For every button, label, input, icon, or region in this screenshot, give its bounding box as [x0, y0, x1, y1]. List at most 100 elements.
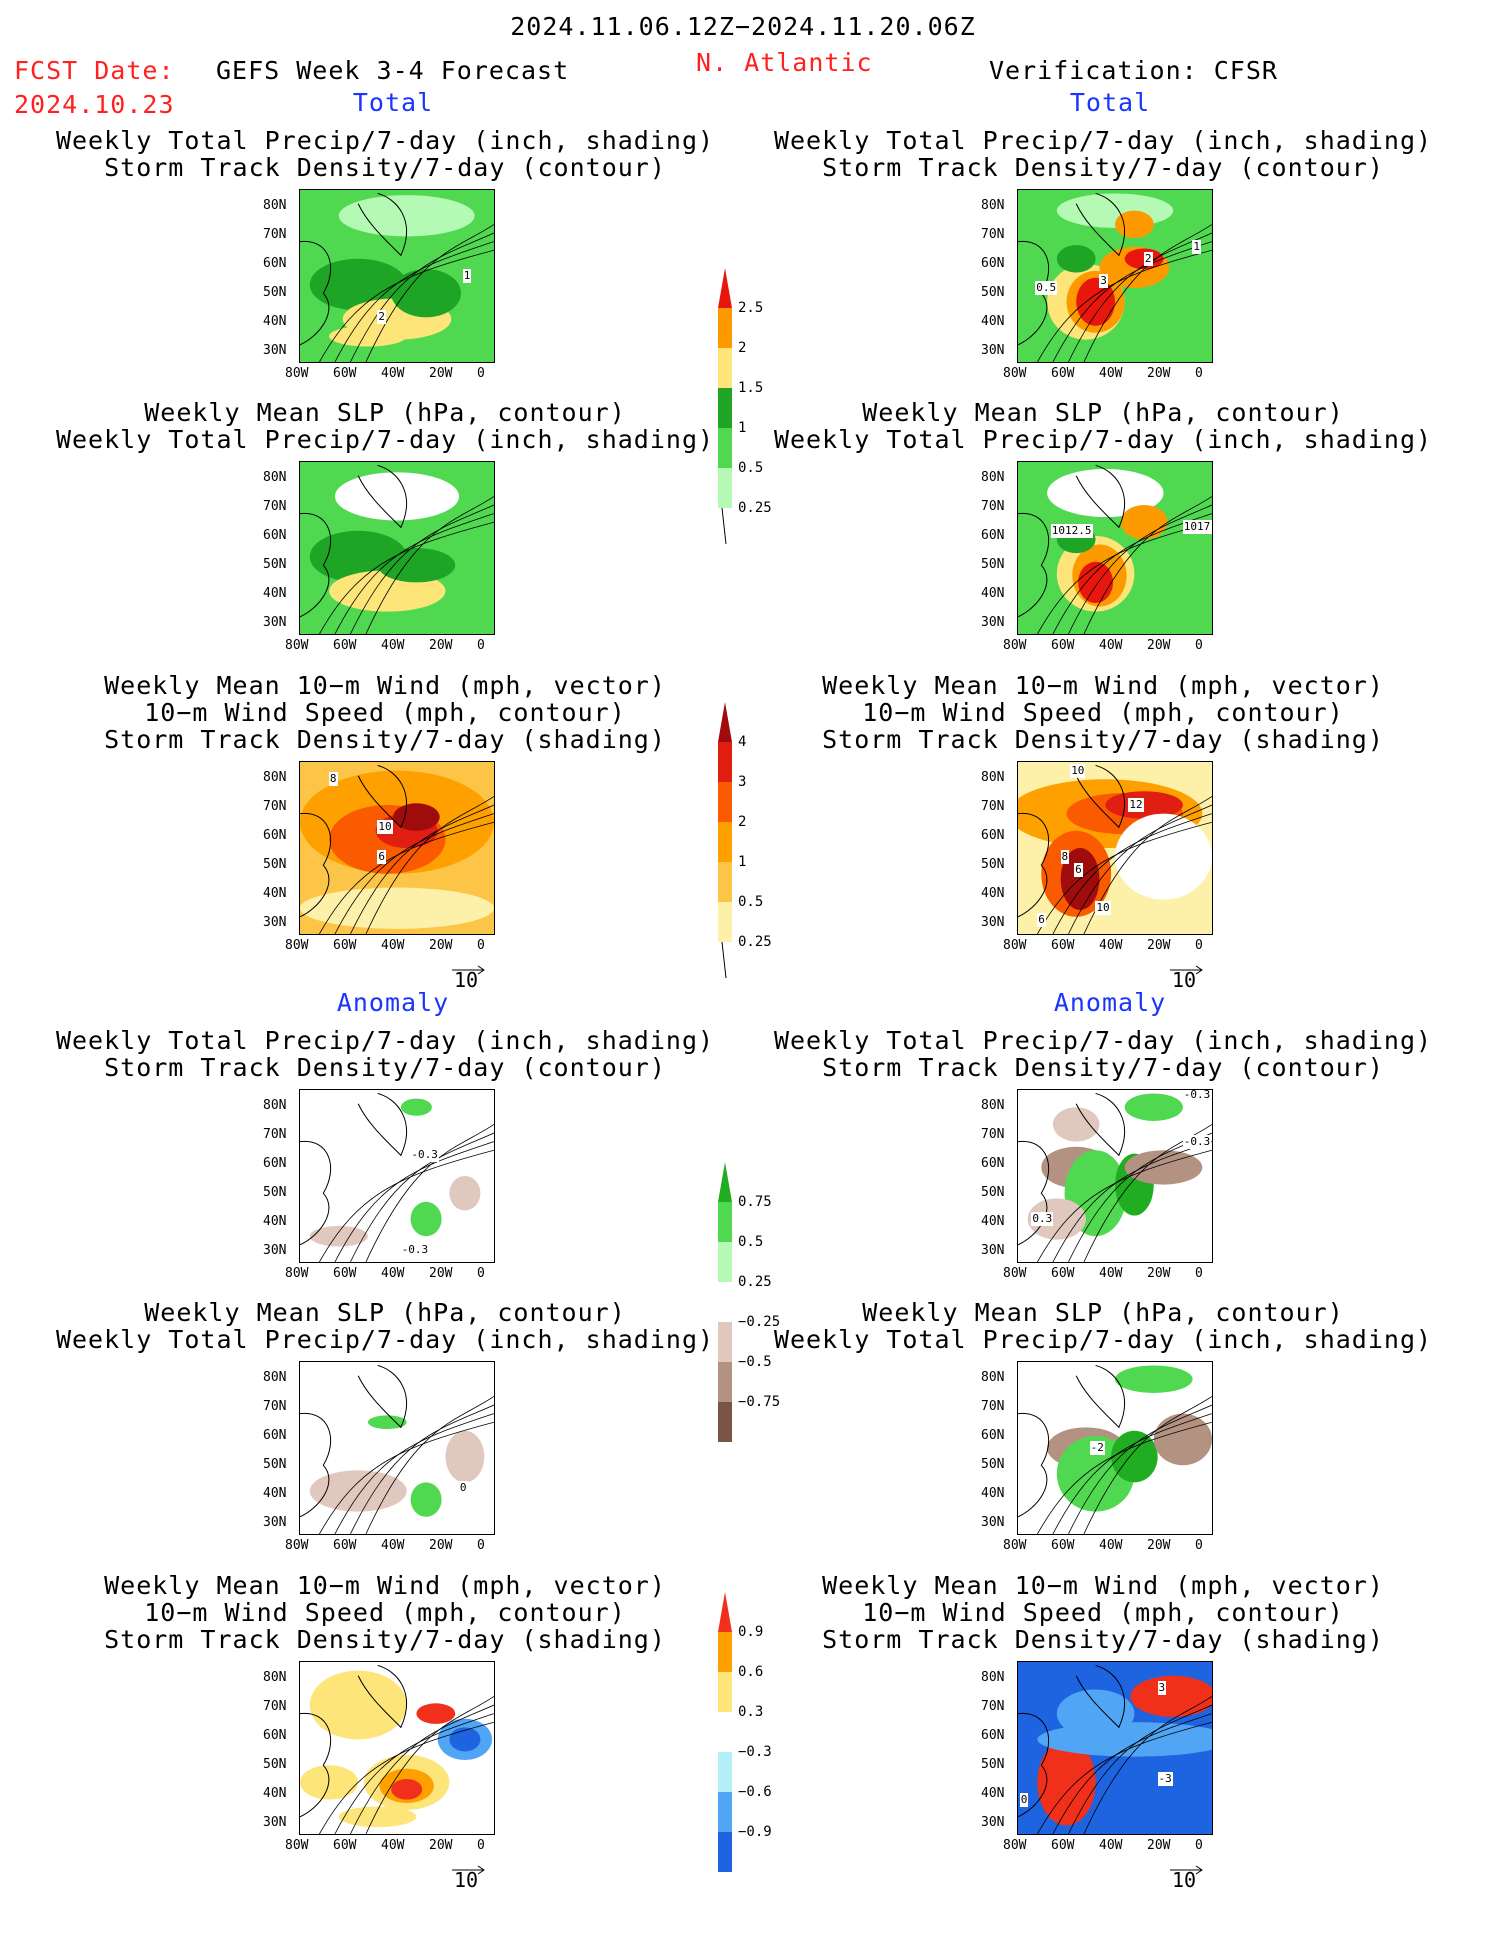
- colorbar-label: 0.9: [738, 1624, 764, 1640]
- colorbar-top-tip: [718, 1162, 732, 1202]
- lat-tick-label: 60N: [263, 828, 287, 843]
- lon-tick-label: 0: [1195, 1838, 1203, 1853]
- map-panel-ver-wind-anom: 3 -3 0 80N 70N 60N 50N 40N 30N 80W 60W 40W 20W 0: [981, 1661, 1213, 1853]
- colorbar-segment: [718, 742, 732, 782]
- shading-region: [1078, 561, 1114, 604]
- colorbar-top-tip: [718, 1592, 732, 1632]
- lon-tick-label: 0: [1195, 1266, 1203, 1281]
- greenland-coastline: [1075, 764, 1125, 829]
- lon-tick-label: 40W: [1099, 366, 1123, 381]
- lon-tick-label: 40W: [381, 1538, 405, 1553]
- shading-region: [1056, 245, 1096, 273]
- contour-label: -0.3: [1182, 1134, 1212, 1149]
- lat-tick-label: 30N: [981, 1515, 1005, 1530]
- lat-tick-label: 50N: [981, 557, 1005, 572]
- colorbar-segment: [718, 428, 732, 468]
- panel-title-fc-anom-slp-1: Weekly Mean SLP (hPa, contour): [144, 1298, 626, 1327]
- coastline: [300, 241, 332, 346]
- greenland-coastline: [1075, 1664, 1125, 1729]
- lon-tick-label: 20W: [429, 638, 453, 653]
- panel-title-fc-anom-precip-2: Storm Track Density/7-day (contour): [104, 1053, 666, 1082]
- panel-title-fc-precip-2: Storm Track Density/7-day (contour): [104, 153, 666, 182]
- lat-tick-label: 30N: [263, 915, 287, 930]
- coastline: [1018, 1141, 1050, 1246]
- shading-region: [400, 1098, 432, 1116]
- colorbar-label: 0.6: [738, 1664, 764, 1680]
- vector-reference-arrow: 10: [1170, 1860, 1204, 1890]
- vector-reference-arrow: 10: [452, 1860, 486, 1890]
- panel-title-fc-anom-precip-1: Weekly Total Precip/7-day (inch, shading…: [55, 1026, 715, 1055]
- shading-region: [1076, 277, 1115, 326]
- lon-tick-label: 40W: [381, 366, 405, 381]
- contour-line: [365, 796, 494, 934]
- contour-label: 6: [377, 849, 387, 864]
- contour-line: [1068, 804, 1212, 934]
- lon-tick-label: 0: [1195, 366, 1203, 381]
- greenland-coastline: [357, 1664, 407, 1729]
- colorbar-segment: [718, 1362, 732, 1402]
- contour-line: [1052, 1141, 1212, 1262]
- lon-tick-label: 60W: [333, 1538, 357, 1553]
- lon-tick-label: 40W: [381, 1838, 405, 1853]
- lat-tick-label: 40N: [981, 886, 1005, 901]
- contour-label: -0.3: [1182, 1089, 1212, 1103]
- map-field: [300, 1662, 494, 1834]
- fcst-date-value: 2024.10.23: [14, 90, 175, 119]
- contour-label: 6: [1074, 863, 1083, 878]
- lon-tick-label: 60W: [333, 366, 357, 381]
- lat-tick-label: 80N: [263, 1098, 287, 1113]
- coastline: [300, 813, 332, 918]
- region-label: N. Atlantic: [696, 48, 873, 77]
- shading-region: [391, 1778, 423, 1800]
- lat-tick-label: 30N: [263, 343, 287, 358]
- lat-tick-label: 60N: [263, 1728, 287, 1743]
- lon-tick-label: 20W: [429, 1538, 453, 1553]
- shading-region: [1052, 1107, 1100, 1142]
- lon-tick-label: 20W: [1147, 366, 1171, 381]
- map-panel-fc-precip-anom: -0.3 -0.3 80N 70N 60N 50N 40N 30N 80W 60W 40W 20W 0: [263, 1089, 495, 1281]
- contour-label: 1017.5: [1182, 520, 1212, 535]
- panel-title-ver-anom-precip-2: Storm Track Density/7-day (contour): [822, 1053, 1384, 1082]
- contour-label: -0.3: [410, 1148, 439, 1163]
- lat-tick-label: 70N: [263, 499, 287, 514]
- lon-tick-label: 40W: [1099, 1838, 1123, 1853]
- lon-tick-label: 80W: [1003, 1266, 1027, 1281]
- lat-tick-label: 70N: [981, 1127, 1005, 1142]
- lon-tick-label: 20W: [1147, 1538, 1171, 1553]
- contour-line: [319, 521, 494, 634]
- contour-label: -0.3: [400, 1242, 430, 1257]
- shading-region: [445, 1430, 485, 1483]
- lat-tick-label: 30N: [263, 1243, 287, 1258]
- contour-label: 8: [328, 772, 338, 787]
- lon-tick-label: 60W: [1051, 366, 1075, 381]
- lon-tick-label: 40W: [1099, 638, 1123, 653]
- colorbar-graphic: [718, 1162, 732, 1442]
- contour-line: [1083, 1124, 1212, 1262]
- lat-tick-label: 40N: [981, 314, 1005, 329]
- shading-region: [393, 803, 440, 831]
- map-panel-fc-wind-anom: 80N 70N 60N 50N 40N 30N 80W 60W 40W 20W 0: [263, 1661, 495, 1853]
- lon-tick-label: 40W: [381, 938, 405, 953]
- lat-tick-label: 50N: [263, 1757, 287, 1772]
- lon-tick-label: 80W: [285, 1838, 309, 1853]
- section-total-left: Total: [352, 88, 434, 117]
- lon-tick-label: 80W: [1003, 366, 1027, 381]
- lat-tick-label: 80N: [981, 1098, 1005, 1113]
- colorbar-segment: [718, 348, 732, 388]
- colorbar-graphic: [718, 268, 732, 545]
- lon-tick-label: 80W: [1003, 1838, 1027, 1853]
- map-panel-ver-precip-total: 0.5 3 2 1 80N 70N 60N 50N 40N 30N 80W 60W 40W 20W 0: [981, 189, 1213, 381]
- arrow-icon: [1170, 1865, 1203, 1875]
- panel-title-fc-wind-1: Weekly Mean 10−m Wind (mph, vector): [104, 671, 666, 700]
- contour-line: [1037, 1149, 1212, 1262]
- panel-title-ver-anom-wind-2: 10−m Wind Speed (mph, contour): [862, 1598, 1344, 1627]
- contour-label: 1: [462, 269, 472, 283]
- colorbar-segment: [718, 782, 732, 822]
- lon-tick-label: 0: [477, 1538, 485, 1553]
- panel-title-ver-precip-2: Storm Track Density/7-day (contour): [822, 153, 1384, 182]
- panel-title-ver-anom-wind-3: Storm Track Density/7-day (shading): [822, 1625, 1384, 1654]
- lat-tick-label: 30N: [981, 343, 1005, 358]
- lon-tick-label: 60W: [1051, 1266, 1075, 1281]
- lat-tick-label: 60N: [981, 1156, 1005, 1171]
- lon-tick-label: 80W: [285, 938, 309, 953]
